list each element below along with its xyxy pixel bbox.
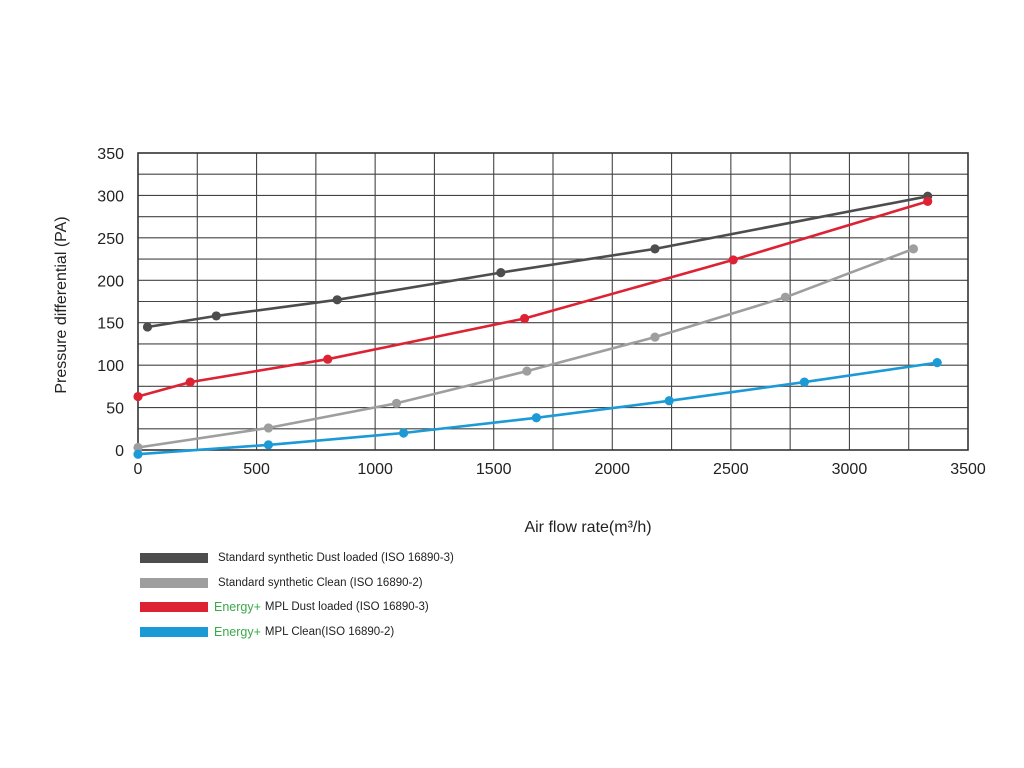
series-line (137, 200, 929, 398)
legend-label: MPL Clean(ISO 16890-2) (264, 625, 395, 638)
data-point (522, 366, 532, 376)
data-point (133, 449, 143, 459)
legend-item: Standard synthetic Clean (ISO 16890-2) (140, 571, 454, 596)
legend-swatch (140, 553, 208, 564)
x-tick-label: 3000 (832, 461, 868, 478)
y-axis-title: Pressure differential (PA) (53, 216, 70, 393)
data-point (323, 354, 333, 364)
data-point (728, 255, 738, 265)
legend-item: Standard synthetic Dust loaded (ISO 1689… (140, 546, 454, 571)
data-point (519, 313, 530, 324)
x-tick-label: 500 (243, 461, 270, 478)
data-point (932, 357, 942, 368)
data-point (133, 442, 143, 453)
legend-label: Standard synthetic Clean (ISO 16890-2) (218, 576, 423, 589)
y-tick-label: 100 (97, 358, 124, 375)
legend-label: MPL Dust loaded (ISO 16890-3) (264, 601, 429, 614)
legend-item: Energy+ MPL Dust loaded (ISO 16890-3) (140, 595, 454, 620)
legend: Standard synthetic Dust loaded (ISO 1689… (140, 546, 454, 644)
x-tick-label: 3500 (950, 461, 986, 478)
tick-labels: 0 500 1000 1500 2000 2500 3000 3500 0 50 100 150 200… (97, 146, 986, 478)
data-point (399, 428, 409, 438)
data-point (908, 244, 919, 254)
data-point (531, 413, 542, 423)
grid (137, 152, 969, 451)
y-tick-label: 350 (97, 146, 124, 163)
data-point (211, 311, 221, 321)
data-point (650, 244, 660, 254)
series-layer (133, 191, 942, 459)
y-tick-label: 250 (97, 231, 124, 248)
legend-label: Standard synthetic Dust loaded (ISO 1689… (218, 552, 454, 565)
x-tick-label: 0 (134, 461, 143, 478)
data-point (799, 377, 809, 387)
legend-item: Energy+ MPL Clean(ISO 16890-2) (140, 620, 454, 645)
plot-frame (137, 152, 969, 451)
data-point (185, 377, 195, 387)
legend-swatch (140, 602, 208, 613)
line-chart: 0 500 1000 1500 2000 2500 3000 3500 0 50 100 150 200… (53, 146, 986, 536)
y-tick-label: 300 (97, 188, 124, 205)
y-tick-label: 150 (97, 316, 124, 333)
legend-prefix: Energy+ (214, 624, 261, 639)
data-point (263, 423, 274, 433)
series-line (137, 247, 914, 449)
y-tick-label: 50 (106, 401, 124, 418)
y-tick-label: 0 (115, 443, 124, 460)
data-point (664, 396, 674, 406)
y-tick-label: 200 (97, 273, 124, 290)
data-point (650, 332, 660, 342)
data-point (263, 440, 274, 450)
data-point (142, 322, 153, 332)
series-line (137, 361, 938, 456)
data-point (780, 292, 791, 302)
x-tick-label: 1500 (476, 461, 512, 478)
x-axis-title: Air flow rate(m³/h) (524, 519, 651, 536)
legend-swatch (140, 626, 208, 637)
data-point (391, 398, 402, 408)
data-point (496, 268, 506, 278)
data-point (332, 295, 342, 305)
legend-prefix: Energy+ (214, 600, 261, 615)
series-line (147, 195, 928, 329)
x-tick-label: 2500 (713, 461, 749, 478)
legend-swatch (140, 577, 208, 588)
data-point (133, 391, 143, 402)
x-tick-label: 1000 (357, 461, 393, 478)
x-tick-label: 2000 (594, 461, 630, 478)
data-point (923, 196, 933, 206)
